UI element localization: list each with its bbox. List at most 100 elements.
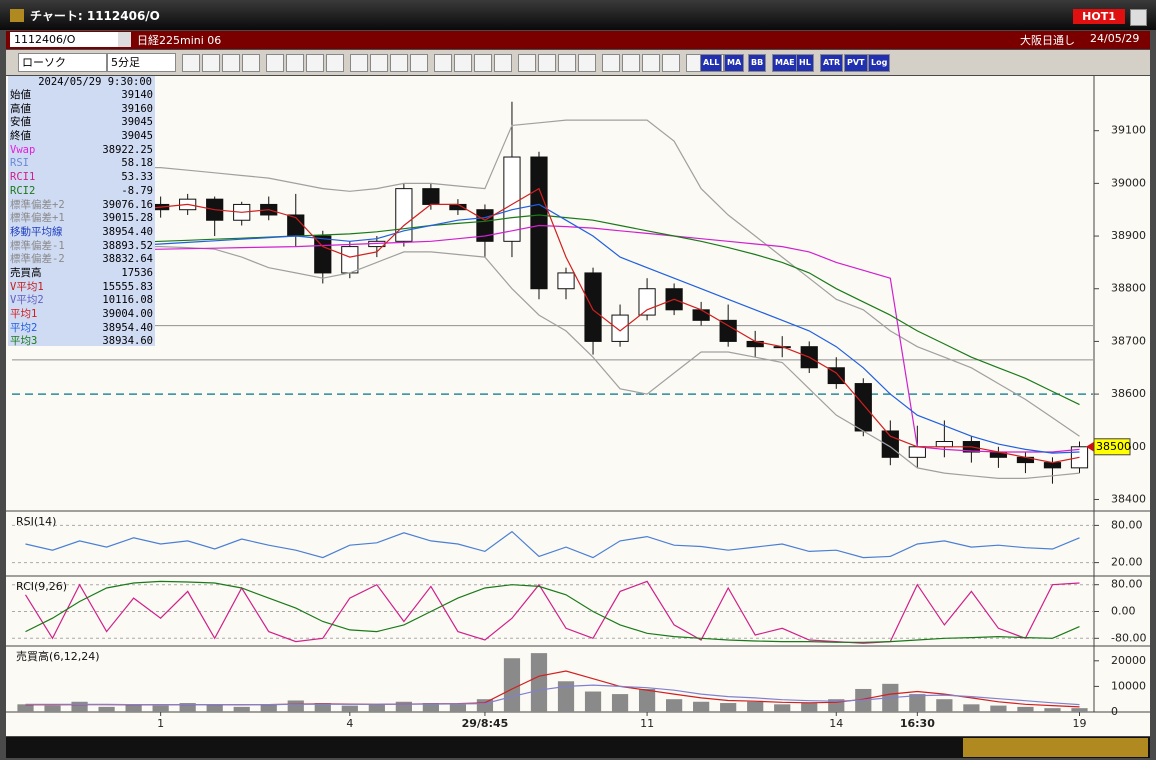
volume-bar — [801, 703, 818, 712]
toolbar-icon[interactable] — [558, 54, 576, 72]
toolbar-icon[interactable] — [410, 54, 428, 72]
toolbar-icon[interactable] — [326, 54, 344, 72]
info-value: 38954.40 — [102, 225, 153, 238]
volume-bar — [584, 691, 602, 712]
y-tick-label: 80.00 — [1111, 578, 1143, 591]
info-row: 安値 39045 — [8, 116, 155, 130]
price-arrow — [1086, 441, 1094, 452]
symbol-dropdown[interactable] — [118, 32, 131, 47]
x-tick-label: 11 — [640, 717, 654, 730]
info-value: 17536 — [121, 266, 153, 279]
volume-bar — [179, 703, 196, 712]
candle-body — [854, 383, 872, 432]
y-tick-label: 38800 — [1111, 282, 1146, 295]
toolbar-icon[interactable] — [454, 54, 472, 72]
candle-body — [341, 246, 359, 274]
info-value: 39076.16 — [102, 198, 153, 211]
candle-body — [827, 367, 845, 385]
y-tick-label: 80.00 — [1111, 518, 1143, 531]
app-icon — [10, 9, 24, 22]
toolbar-button[interactable]: MA — [724, 54, 745, 72]
toolbar-icon[interactable] — [390, 54, 408, 72]
overlay-line — [25, 119, 1080, 437]
info-panel: 2024/05/29 9:30:00 始値 39140 高値 39160 安値 39045… — [8, 76, 155, 349]
info-row: 標準偏差-2 38832.64 — [8, 253, 155, 267]
volume-bar — [611, 694, 629, 712]
symbol-input[interactable]: 1112406/O — [10, 32, 118, 47]
volume-bar — [693, 701, 710, 712]
info-row: V平均1 15555.83 — [8, 281, 155, 295]
info-label: 標準偏差-2 — [10, 253, 65, 266]
scroll-thumb[interactable] — [963, 738, 1148, 757]
close-button[interactable] — [1130, 9, 1147, 26]
info-label: 高値 — [10, 102, 31, 115]
volume-bar — [747, 701, 764, 712]
hot-badge[interactable]: HOT1 — [1073, 9, 1125, 24]
chart-background — [6, 76, 1150, 736]
y-tick-label: 39000 — [1111, 176, 1146, 189]
toolbar-button[interactable]: ALL — [700, 54, 723, 72]
toolbar-icon[interactable] — [306, 54, 324, 72]
info-label: 売買高 — [10, 266, 42, 279]
toolbar-button[interactable]: MAE — [772, 54, 798, 72]
candle-body — [557, 272, 575, 290]
info-row: V平均2 10116.08 — [8, 294, 155, 308]
info-row: 標準偏差+1 39015.28 — [8, 212, 155, 226]
info-row: 売買高 17536 — [8, 267, 155, 281]
volume-bar — [422, 703, 439, 712]
x-tick-label: 29/8:45 — [462, 717, 509, 730]
scrollbar[interactable] — [6, 737, 1150, 758]
toolbar-icon[interactable] — [642, 54, 660, 72]
toolbar-button[interactable]: HL — [796, 54, 814, 72]
toolbar-icon[interactable] — [518, 54, 536, 72]
toolbar-icon[interactable] — [494, 54, 512, 72]
indicator-line — [25, 580, 1080, 643]
info-row: 始値 39140 — [8, 89, 155, 103]
info-value: 15555.83 — [102, 280, 153, 293]
volume-bar — [260, 704, 277, 712]
toolbar-icon[interactable] — [434, 54, 452, 72]
toolbar-icon[interactable] — [474, 54, 492, 72]
toolbar-icon[interactable] — [538, 54, 556, 72]
volume-bar — [530, 653, 548, 712]
toolbar-icon[interactable] — [242, 54, 260, 72]
panel-title: RCI(9,26) — [16, 580, 67, 593]
toolbar-button[interactable]: BB — [748, 54, 767, 72]
toolbar-icon[interactable] — [370, 54, 388, 72]
chart-style-select[interactable]: ローソク — [18, 53, 107, 72]
x-tick-label: 16:30 — [900, 717, 935, 730]
toolbar-icon[interactable] — [350, 54, 368, 72]
info-label: Vwap — [10, 143, 36, 156]
y-tick-label: 0.00 — [1111, 605, 1136, 618]
y-tick-label: 38600 — [1111, 387, 1146, 400]
toolbar-icon[interactable] — [182, 54, 200, 72]
toolbar-icon[interactable] — [662, 54, 680, 72]
toolbar-icon[interactable] — [222, 54, 240, 72]
volume-bar — [287, 700, 304, 712]
toolbar-button[interactable]: ATR — [820, 54, 844, 72]
volume-bar — [395, 701, 412, 712]
volume-bar — [368, 704, 385, 712]
volume-bar — [909, 694, 926, 712]
candle-body — [395, 188, 413, 242]
toolbar-button[interactable]: PVT — [844, 54, 868, 72]
info-label: 移動平均線 — [10, 225, 63, 238]
info-label: 安値 — [10, 116, 31, 129]
info-row: 平均3 38934.60 — [8, 335, 155, 349]
toolbar-icon[interactable] — [266, 54, 284, 72]
candle-body — [1043, 462, 1062, 469]
toolbar-icon[interactable] — [602, 54, 620, 72]
volume-bar — [71, 701, 88, 712]
candle-body — [422, 188, 440, 205]
toolbar-button[interactable]: Log — [868, 54, 891, 72]
info-value: 39004.00 — [102, 308, 153, 320]
x-tick-label: 19 — [1072, 717, 1086, 730]
toolbar-icon[interactable] — [578, 54, 596, 72]
candle-body — [935, 441, 953, 448]
toolbar-icon[interactable] — [202, 54, 220, 72]
toolbar-icon[interactable] — [286, 54, 304, 72]
info-value: 39045 — [121, 116, 153, 129]
toolbar-icon[interactable] — [622, 54, 640, 72]
interval-select[interactable]: 5分足 — [107, 53, 176, 72]
